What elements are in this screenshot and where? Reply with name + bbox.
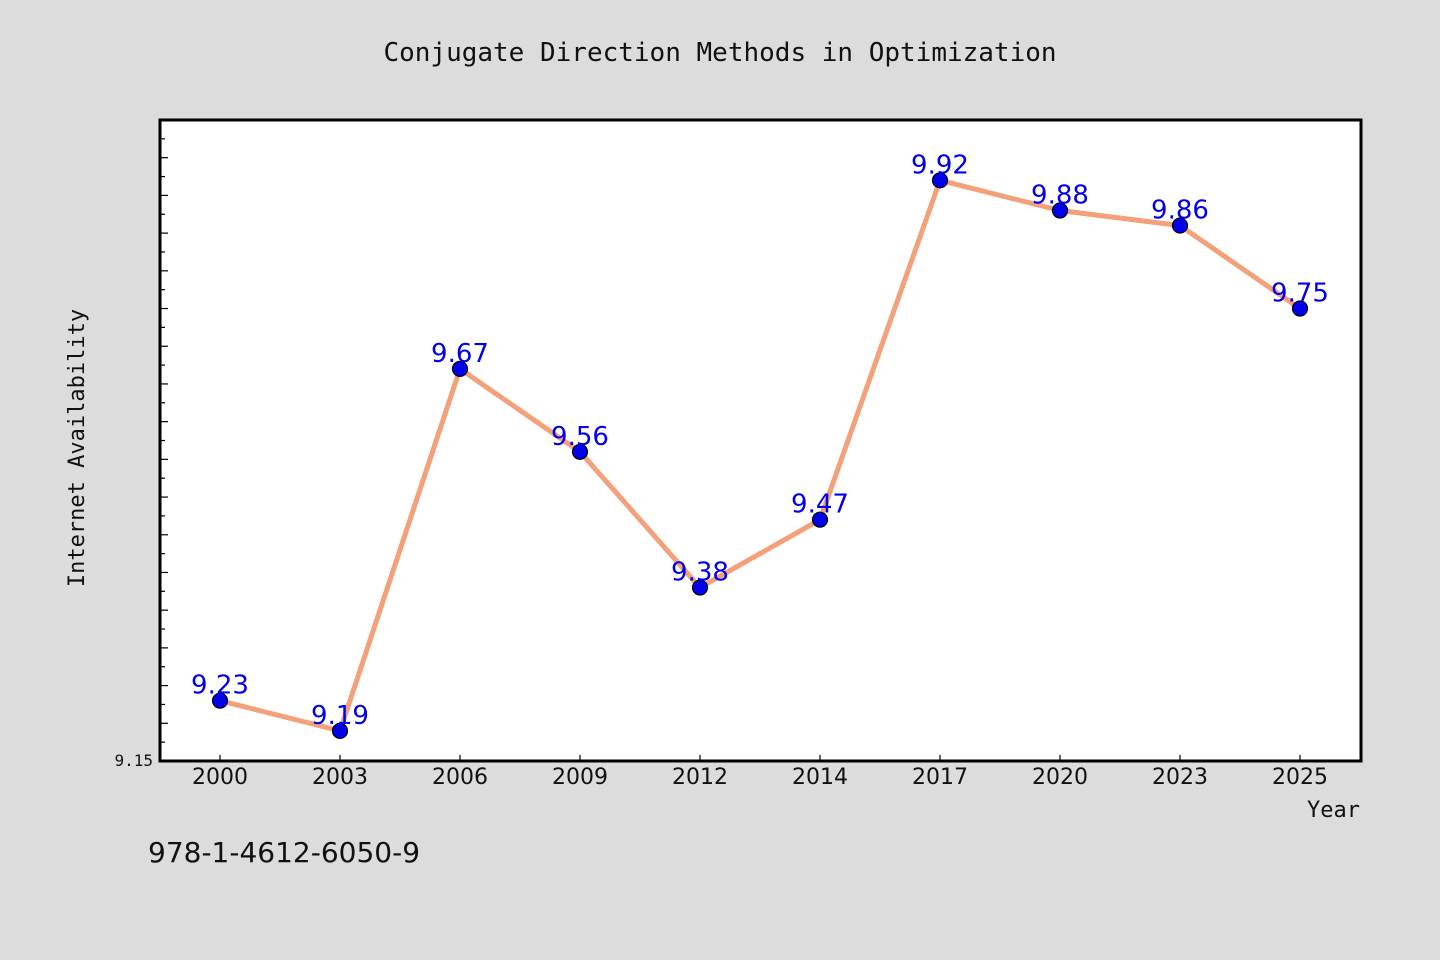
data-label: 9.75 — [1271, 279, 1329, 309]
data-point — [331, 722, 349, 739]
series-line — [217, 177, 1303, 734]
data-point — [931, 172, 949, 189]
chart-title: Conjugate Direction Methods in Optimizat… — [383, 38, 1056, 68]
data-point — [1171, 217, 1189, 234]
plot-frame — [158, 118, 1363, 763]
data-label: 9.86 — [1151, 196, 1209, 226]
data-point — [571, 443, 589, 460]
data-label: 9.56 — [551, 422, 609, 452]
x-tick-label: 2009 — [552, 765, 608, 790]
series-layer: 9.23 9.19 9.67 9.56 9.38 9.47 9.92 9.88 9.86 9.75 — [191, 150, 1329, 739]
x-tick-label: 2006 — [432, 765, 488, 790]
data-point — [1291, 300, 1309, 317]
x-tick-label: 2012 — [672, 765, 728, 790]
data-label: 9.92 — [911, 150, 969, 180]
isbn-text: 978-1-4612-6050-9 — [148, 836, 420, 869]
x-tick-label: 2014 — [792, 765, 848, 790]
x-tick-label: 2023 — [1152, 765, 1208, 790]
x-axis-ticks: 2000 2003 2006 2009 2012 2014 2017 2020 2023 2025 — [192, 755, 1328, 790]
data-label: 9.88 — [1031, 180, 1089, 210]
x-tick-label: 2003 — [312, 765, 368, 790]
x-tick-label: 2025 — [1272, 765, 1328, 790]
data-point — [211, 692, 229, 709]
x-tick-label: 2020 — [1032, 765, 1088, 790]
data-label: 9.23 — [191, 671, 249, 701]
data-label: 9.67 — [431, 339, 489, 369]
x-axis-label: Year — [1307, 798, 1360, 823]
data-point — [691, 579, 709, 596]
y-axis-label: Internet Availability — [65, 309, 90, 587]
data-point — [1051, 202, 1069, 219]
data-label: 9.38 — [671, 558, 729, 588]
y-min-tick-label: 9.15 — [114, 751, 153, 770]
data-point — [811, 511, 829, 528]
plot-area — [160, 120, 1361, 761]
x-tick-label: 2000 — [192, 765, 248, 790]
data-label: 9.19 — [311, 701, 369, 731]
data-label: 9.47 — [791, 490, 849, 520]
x-tick-label: 2017 — [912, 765, 968, 790]
data-point — [451, 360, 469, 377]
